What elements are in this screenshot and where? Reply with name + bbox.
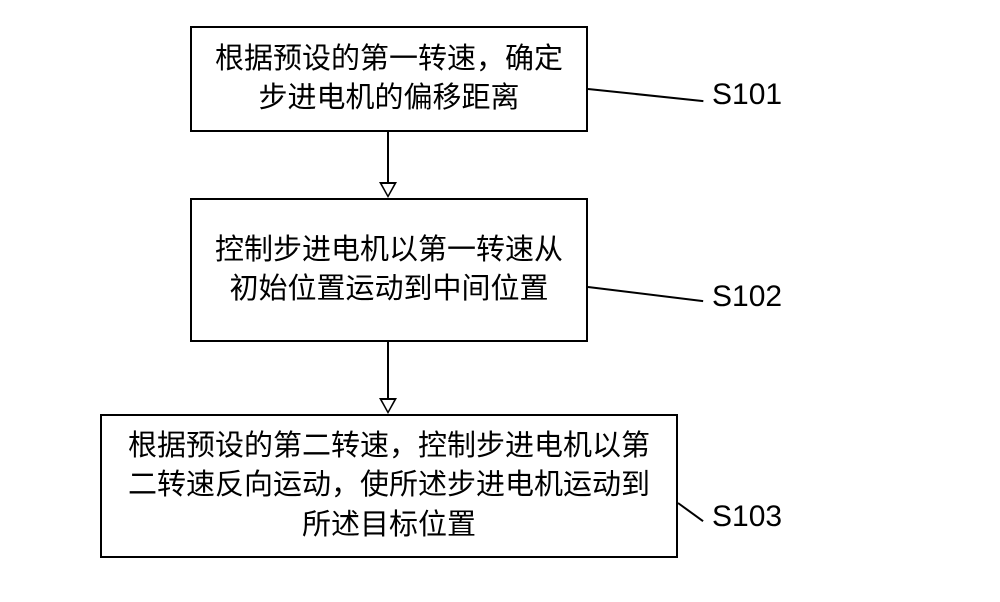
step-box-s103: 根据预设的第二转速，控制步进电机以第二转速反向运动，使所述步进电机运动到所述目标… xyxy=(100,414,678,558)
step-box-s102: 控制步进电机以第一转速从初始位置运动到中间位置 xyxy=(190,198,588,342)
arrow-shaft-2-3 xyxy=(387,342,389,400)
step-text-s102: 控制步进电机以第一转速从初始位置运动到中间位置 xyxy=(208,231,570,309)
step-label-s102: S102 xyxy=(712,280,782,314)
step-label-s101: S101 xyxy=(712,78,782,112)
step-text-s101: 根据预设的第一转速，确定步进电机的偏移距离 xyxy=(208,40,570,118)
arrow-head-2-3 xyxy=(379,398,397,414)
leader-line-s102 xyxy=(588,286,703,302)
leader-line-s101 xyxy=(588,88,703,102)
leader-line-s103 xyxy=(677,502,703,522)
arrow-shaft-1-2 xyxy=(387,132,389,184)
flowchart-canvas: 根据预设的第一转速，确定步进电机的偏移距离 S101 控制步进电机以第一转速从初… xyxy=(0,0,1000,602)
step-label-s103: S103 xyxy=(712,500,782,534)
arrow-head-1-2 xyxy=(379,182,397,198)
step-box-s101: 根据预设的第一转速，确定步进电机的偏移距离 xyxy=(190,26,588,132)
step-text-s103: 根据预设的第二转速，控制步进电机以第二转速反向运动，使所述步进电机运动到所述目标… xyxy=(118,427,660,544)
